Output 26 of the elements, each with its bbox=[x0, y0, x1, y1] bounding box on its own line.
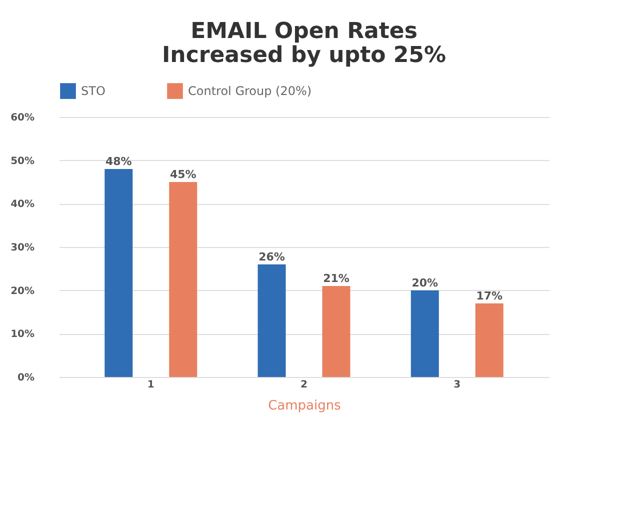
bar bbox=[104, 169, 133, 377]
y-tick-label: 50% bbox=[10, 156, 34, 167]
y-tick-label: 20% bbox=[10, 286, 34, 297]
data-label: 21% bbox=[323, 272, 350, 285]
x-tick-label: 1 bbox=[147, 380, 154, 390]
chart-title: EMAIL Open Rates Increased by upto 25% bbox=[162, 19, 446, 68]
y-tick-label: 40% bbox=[10, 199, 34, 210]
legend-label: Control Group (20%) bbox=[188, 84, 312, 98]
bar bbox=[410, 290, 439, 377]
x-tick-label: 2 bbox=[300, 380, 308, 390]
legend-label: STO bbox=[81, 84, 106, 98]
data-label: 17% bbox=[476, 289, 503, 302]
y-tick-label: 30% bbox=[10, 242, 34, 254]
x-tick-label: 3 bbox=[454, 380, 461, 390]
x-axis-title: Campaigns bbox=[268, 398, 342, 414]
y-tick-label: 10% bbox=[10, 329, 34, 340]
bar bbox=[169, 182, 198, 377]
y-tick-label: 60% bbox=[10, 112, 34, 124]
data-label: 26% bbox=[258, 250, 285, 264]
data-label: 48% bbox=[105, 155, 132, 168]
y-tick-label: 0% bbox=[18, 372, 34, 384]
bar bbox=[475, 303, 504, 377]
bar bbox=[258, 264, 286, 377]
data-label: 45% bbox=[170, 168, 196, 181]
bar bbox=[322, 286, 350, 377]
data-label: 20% bbox=[412, 276, 438, 290]
